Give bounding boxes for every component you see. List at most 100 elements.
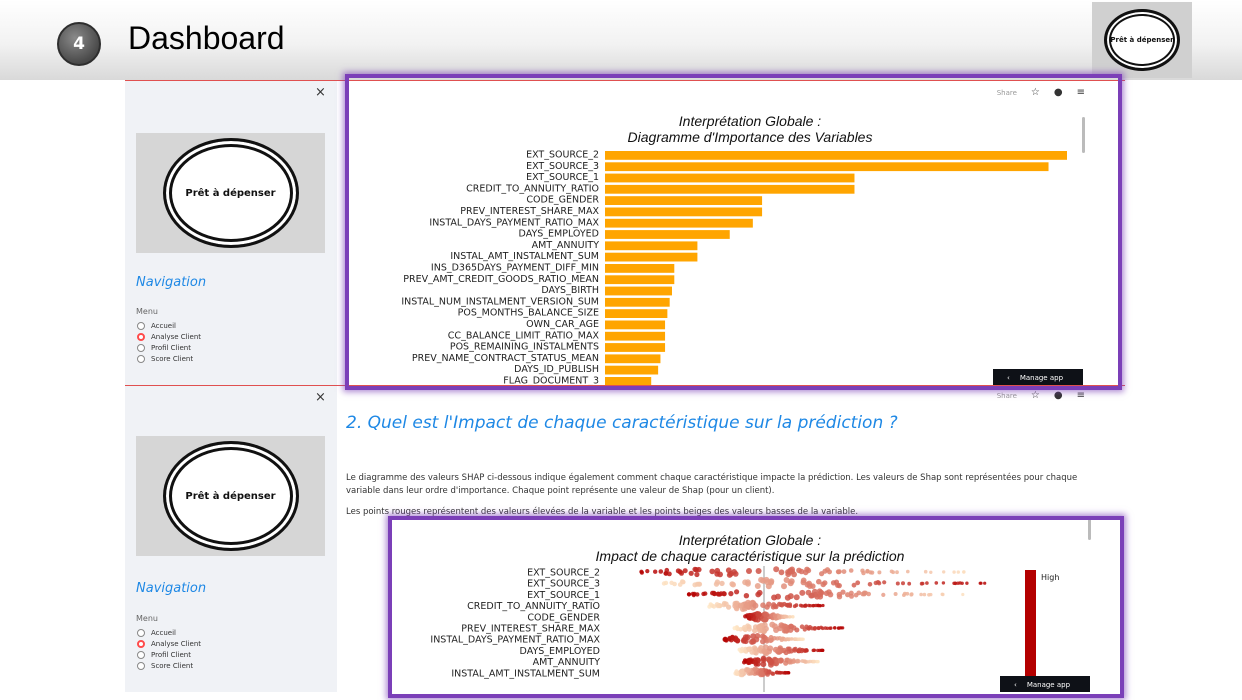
radio-icon[interactable] (137, 321, 145, 330)
scrollbar[interactable] (1088, 518, 1091, 540)
share-link[interactable]: Share (996, 391, 1017, 400)
bar-label-1: EXT_SOURCE_3 (526, 161, 599, 172)
bar-20 (605, 377, 652, 385)
radio-selected-icon[interactable] (137, 332, 145, 341)
bar-18 (605, 354, 661, 364)
bar-label-15: OWN_CAR_AGE (526, 319, 599, 330)
bar-label-10: INS_D365DAYS_PAYMENT_DIFF_MIN (431, 263, 599, 274)
menu-item-score-client[interactable]: Score Client (137, 353, 201, 364)
scrollbar[interactable] (1082, 117, 1085, 153)
bar-label-4: CODE_GENDER (526, 195, 599, 206)
bar-label-11: PREV_AMT_CREDIT_GOODS_RATIO_MEAN (403, 274, 599, 285)
sidebar: × Prêt à dépenser Navigation Menu Accuei… (125, 81, 337, 385)
shap-row-4 (743, 611, 795, 623)
bar-2 (605, 173, 855, 183)
nav-title: Navigation (136, 581, 207, 596)
manage-app-button[interactable]: ‹ Manage app (993, 369, 1083, 385)
menu-item-profil-client[interactable]: Profil Client (137, 342, 201, 353)
bar-10 (605, 264, 675, 273)
colorbar-high-label: High (1041, 573, 1059, 582)
bar-label-0: EXT_SOURCE_2 (526, 150, 599, 161)
bar-label-6: INSTAL_DAYS_PAYMENT_RATIO_MAX (429, 217, 599, 228)
app-toolbar: Share ☆ ● ≡ (997, 390, 1085, 401)
bar-16 (605, 331, 666, 341)
star-icon[interactable]: ☆ (1030, 390, 1040, 401)
bar-label-20: FLAG_DOCUMENT_3 (503, 376, 599, 386)
shap-row-7 (737, 644, 825, 657)
bar-14 (605, 309, 668, 318)
radio-icon[interactable] (137, 343, 145, 352)
radio-icon[interactable] (137, 628, 145, 637)
sidebar-logo: Prêt à dépenser (136, 133, 325, 253)
bar-4 (605, 196, 763, 205)
bar-6 (605, 218, 753, 228)
bar-19 (605, 365, 659, 375)
nav-title: Navigation (136, 275, 207, 290)
shap-label-2: EXT_SOURCE_1 (527, 590, 600, 601)
shap-label-7: DAYS_EMPLOYED (520, 646, 600, 657)
section-title: 2. Quel est l'Impact de chaque caractéri… (346, 413, 898, 433)
bar-8 (605, 241, 698, 251)
bar-label-8: AMT_ANNUITY (532, 240, 600, 251)
chevron-left-icon: ‹ (1014, 680, 1017, 689)
radio-selected-icon[interactable] (137, 639, 145, 648)
app-toolbar: Share ☆ ● ≡ (997, 87, 1085, 98)
slide-number-badge: 4 (57, 22, 101, 66)
chart2-title: Interprétation Globale : Impact de chaqu… (595, 532, 905, 564)
menu-item-accueil[interactable]: Accueil (137, 320, 201, 331)
shap-label-9: INSTAL_AMT_INSTALMENT_SUM (451, 668, 600, 679)
shap-label-3: CREDIT_TO_ANNUITY_RATIO (467, 601, 600, 612)
section-paragraph-1: Le diagramme des valeurs SHAP ci-dessous… (346, 473, 1078, 496)
shap-row-5 (732, 621, 845, 635)
logo-ring: Prêt à dépenser (162, 138, 299, 248)
menu-item-score-client[interactable]: Score Client (137, 660, 201, 671)
section-paragraph-2: Les points rouges représentent des valeu… (346, 507, 859, 517)
slide-header: 4 Dashboard Prêt à dépenser (0, 0, 1242, 80)
close-sidebar-icon[interactable]: × (315, 390, 326, 405)
star-icon[interactable]: ☆ (1030, 87, 1040, 98)
bar-label-5: PREV_INTEREST_SHARE_MAX (460, 206, 599, 217)
radio-icon[interactable] (137, 354, 145, 363)
shap-label-4: CODE_GENDER (527, 612, 600, 623)
bar-label-18: PREV_NAME_CONTRACT_STATUS_MEAN (412, 353, 599, 364)
bar-1 (605, 162, 1049, 172)
bar-label-13: INSTAL_NUM_INSTALMENT_VERSION_SUM (401, 296, 599, 307)
bar-label-7: DAYS_EMPLOYED (519, 229, 599, 240)
github-icon[interactable]: ● (1053, 390, 1063, 401)
colorbar (1025, 570, 1036, 692)
bar-12 (605, 286, 672, 296)
shap-label-1: EXT_SOURCE_3 (527, 579, 600, 590)
manage-app-button[interactable]: ‹ Manage app (1000, 676, 1090, 692)
shap-row-9 (733, 666, 791, 678)
menu-item-accueil[interactable]: Accueil (137, 627, 201, 638)
bar-5 (605, 207, 763, 217)
logo-ring: Prêt à dépenser (1104, 9, 1180, 71)
slide-title: Dashboard (128, 20, 285, 56)
bar-label-16: CC_BALANCE_LIMIT_RATIO_MAX (448, 330, 600, 341)
shap-row-8 (742, 655, 820, 668)
logo-text: Prêt à dépenser (185, 490, 276, 502)
shap-row-2 (686, 588, 965, 601)
bar-label-9: INSTAL_AMT_INSTALMENT_SUM (450, 251, 599, 262)
bar-label-3: CREDIT_TO_ANNUITY_RATIO (466, 183, 599, 194)
bar-0 (605, 151, 1067, 160)
bar-11 (605, 275, 675, 285)
radio-icon[interactable] (137, 661, 145, 670)
bar-label-14: POS_MONTHS_BALANCE_SIZE (458, 308, 599, 319)
sidebar: × Prêt à dépenser Navigation Menu Accuei… (125, 386, 337, 692)
bar-3 (605, 184, 855, 194)
shap-label-0: EXT_SOURCE_2 (527, 568, 600, 579)
logo-text: Prêt à dépenser (185, 187, 276, 199)
menu-item-analyse-client[interactable]: Analyse Client (137, 638, 201, 649)
hamburger-menu-icon[interactable]: ≡ (1076, 87, 1085, 98)
menu-item-analyse-client[interactable]: Analyse Client (137, 331, 201, 342)
menu-radio-group: Accueil Analyse Client Profil Client Sco… (137, 627, 201, 671)
close-sidebar-icon[interactable]: × (315, 85, 326, 100)
github-icon[interactable]: ● (1053, 87, 1063, 98)
hamburger-menu-icon[interactable]: ≡ (1076, 390, 1085, 401)
shap-label-6: INSTAL_DAYS_PAYMENT_RATIO_MAX (430, 635, 600, 646)
radio-icon[interactable] (137, 650, 145, 659)
menu-item-profil-client[interactable]: Profil Client (137, 649, 201, 660)
shap-row-0 (639, 566, 966, 578)
share-link[interactable]: Share (996, 88, 1017, 97)
